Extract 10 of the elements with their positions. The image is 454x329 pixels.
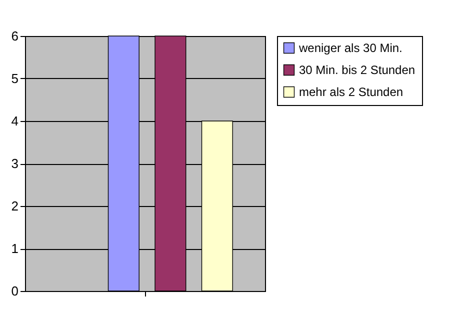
legend-label: mehr als 2 Stunden (299, 85, 404, 99)
y-tick-label: 6 (11, 28, 18, 44)
y-tick-label: 4 (11, 114, 18, 128)
y-tick-label: 1 (11, 241, 18, 256)
y-tick-label: 0 (11, 284, 18, 298)
y-tick-label: 3 (11, 156, 18, 171)
legend-label: weniger als 30 Min. (298, 41, 402, 55)
legend-label: 30 Min. bis 2 Stunden (299, 63, 416, 77)
y-tick-label: 2 (11, 198, 18, 214)
y-tick-label: 5 (11, 71, 18, 86)
